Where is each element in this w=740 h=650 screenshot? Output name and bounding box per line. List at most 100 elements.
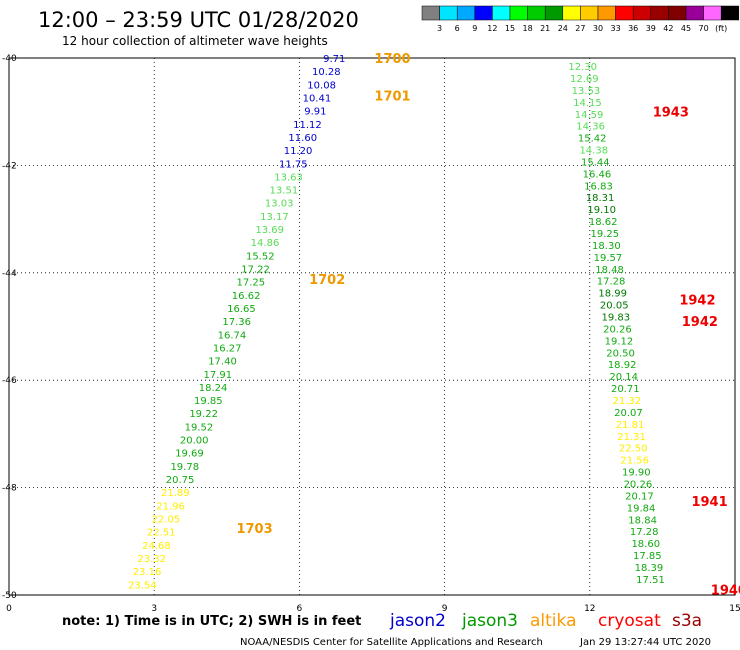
x-tick-label: 0 [6,604,12,614]
wave-height-value: 17.28 [630,527,659,538]
satellite-legend: jason2 jason3 altika cryosat s3a [389,611,702,631]
time-label: 1941 [691,495,727,510]
wave-height-value: 23.32 [137,554,166,565]
time-label: 1940 [711,584,740,599]
wave-height-value: 19.85 [194,396,223,407]
wave-height-value: 11.75 [279,159,308,170]
wave-height-value: 16.74 [218,330,247,341]
color-scale-legend: 3 6 9 12 15 18 21 24 27 30 33 36 39 42 45 70 (ft) [421,5,740,33]
chart-title: 12:00 – 23:59 UTC 01/28/2020 [38,8,359,32]
scale-label: 15 [505,24,515,33]
wave-height-value: 13.51 [270,186,299,197]
wave-height-value: 18.31 [586,193,615,204]
time-label: 1942 [682,315,718,330]
wave-height-value: 20.05 [600,301,629,312]
wave-height-value: 16.46 [583,169,612,180]
wave-height-value: 12.69 [570,74,599,85]
x-tick-label: 9 [442,604,448,614]
wave-height-value: 22.50 [619,444,648,455]
scale-label: 18 [523,24,533,33]
wave-height-value: 18.39 [635,563,664,574]
time-label: 1702 [309,273,345,288]
wave-height-value: 14.38 [579,146,608,157]
wave-height-value: 24.68 [142,541,171,552]
scale-swatch [685,5,704,21]
wave-height-value: 10.08 [307,80,336,91]
wave-height-value: 14.86 [251,238,280,249]
wave-height-value: 14.36 [576,122,605,133]
wave-height-value: 20.26 [624,479,653,490]
scale-label: 42 [663,24,673,33]
wave-height-value: 15.52 [246,251,275,262]
wave-height-value: 18.84 [628,515,657,526]
wave-height-value: 11.20 [284,146,313,157]
wave-height-value: 20.14 [609,372,638,383]
wave-height-value: 10.41 [303,93,332,104]
wave-height-value: 12.30 [568,62,597,73]
scale-swatch [703,5,722,21]
x-tick-label: 6 [297,604,303,614]
scale-label: 6 [455,24,460,33]
scale-swatch [720,5,740,21]
wave-height-value: 19.84 [627,503,656,514]
time-label: 1700 [374,52,410,67]
legend-entry-altika: altika [530,611,577,631]
scale-swatch [456,5,476,21]
wave-height-value: 13.03 [265,199,294,210]
wave-height-value: 20.71 [611,384,640,395]
scale-label: 24 [558,24,568,33]
wave-height-value: 19.12 [605,336,634,347]
scale-label: 3 [437,24,442,33]
credit-text: NOAA/NESDIS Center for Satellite Applica… [240,637,543,648]
wave-height-value: 21.32 [613,396,642,407]
wave-height-value: 19.78 [170,462,199,473]
wave-height-value: 20.00 [180,436,209,447]
wave-height-value: 20.07 [614,408,643,419]
wave-height-value: 16.27 [213,343,242,354]
wave-height-value: 14.15 [573,98,602,109]
chart-subtitle: 12 hour collection of altimeter wave hei… [62,34,328,48]
wave-height-value: 21.56 [620,456,649,467]
scale-swatch [544,5,564,21]
scale-label: 21 [540,24,550,33]
legend-entry-jason2: jason2 [389,611,446,631]
y-tick-label: -40 [2,54,17,64]
wave-height-value: 19.10 [587,205,616,216]
y-tick-label: -50 [2,591,17,601]
scale-swatch [439,5,458,21]
wave-height-value: 17.91 [203,370,232,381]
wave-height-value: 18.24 [199,383,228,394]
scale-label: 36 [628,24,638,33]
units-note: note: 1) Time is in UTC; 2) SWH is in fe… [62,614,361,629]
wave-height-value: 22.05 [152,514,181,525]
wave-height-value: 16.83 [584,181,613,192]
legend-entry-s3a: s3a [672,611,702,631]
wave-height-value: 10.28 [312,67,341,78]
wave-height-value: 13.63 [274,172,303,183]
scale-swatch [562,5,581,21]
scale-swatch [509,5,528,21]
scale-label: 39 [646,24,656,33]
wave-height-value: 13.17 [260,212,289,223]
wave-height-value: 22.51 [147,528,176,539]
wave-height-value: 23.16 [133,567,162,578]
wave-height-value: 21.31 [617,432,646,443]
wave-height-value: 19.83 [602,313,631,324]
legend-entry-jason3: jason3 [461,611,518,631]
wave-height-value: 23.54 [128,580,157,591]
wave-height-value: 20.75 [166,475,195,486]
wave-height-value: 17.85 [633,551,662,562]
x-tick-label: 15 [729,604,740,614]
wave-height-value: 18.99 [598,289,627,300]
wave-height-value: 18.48 [595,265,624,276]
scale-swatch [615,5,634,21]
wave-height-value: 9.91 [304,107,326,118]
scale-swatch [474,5,493,21]
wave-height-value: 17.36 [222,317,251,328]
scale-swatch [527,5,546,21]
wave-height-value: 18.30 [592,241,621,252]
wave-height-value: 17.28 [597,277,626,288]
wave-height-value: 16.65 [227,304,256,315]
x-tick-label: 12 [584,604,595,614]
scale-label: 45 [681,24,691,33]
